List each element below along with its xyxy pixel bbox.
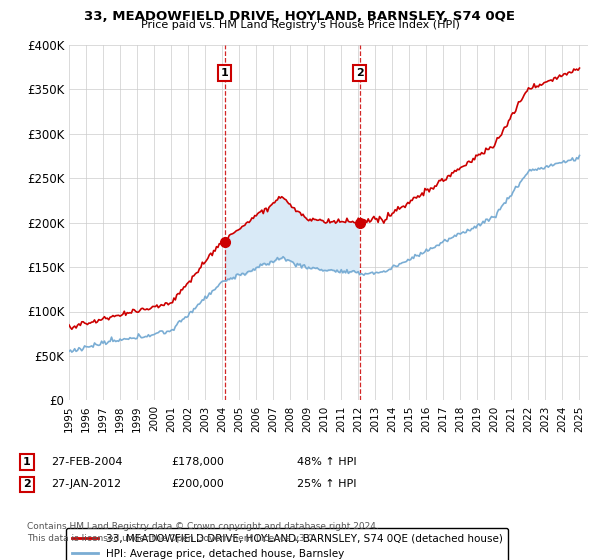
Text: 1: 1 bbox=[221, 68, 229, 78]
Text: Price paid vs. HM Land Registry's House Price Index (HPI): Price paid vs. HM Land Registry's House … bbox=[140, 20, 460, 30]
Text: 33, MEADOWFIELD DRIVE, HOYLAND, BARNSLEY, S74 0QE: 33, MEADOWFIELD DRIVE, HOYLAND, BARNSLEY… bbox=[85, 10, 515, 22]
Legend: 33, MEADOWFIELD DRIVE, HOYLAND, BARNSLEY, S74 0QE (detached house), HPI: Average: 33, MEADOWFIELD DRIVE, HOYLAND, BARNSLEY… bbox=[67, 528, 508, 560]
Text: £200,000: £200,000 bbox=[171, 479, 224, 489]
Text: £178,000: £178,000 bbox=[171, 457, 224, 467]
Text: 27-JAN-2012: 27-JAN-2012 bbox=[51, 479, 121, 489]
Text: 1: 1 bbox=[23, 457, 31, 467]
Text: 2: 2 bbox=[23, 479, 31, 489]
Text: 27-FEB-2004: 27-FEB-2004 bbox=[51, 457, 122, 467]
Text: 48% ↑ HPI: 48% ↑ HPI bbox=[297, 457, 356, 467]
Text: 25% ↑ HPI: 25% ↑ HPI bbox=[297, 479, 356, 489]
Text: 2: 2 bbox=[356, 68, 364, 78]
Text: Contains HM Land Registry data © Crown copyright and database right 2024.
This d: Contains HM Land Registry data © Crown c… bbox=[27, 522, 379, 543]
